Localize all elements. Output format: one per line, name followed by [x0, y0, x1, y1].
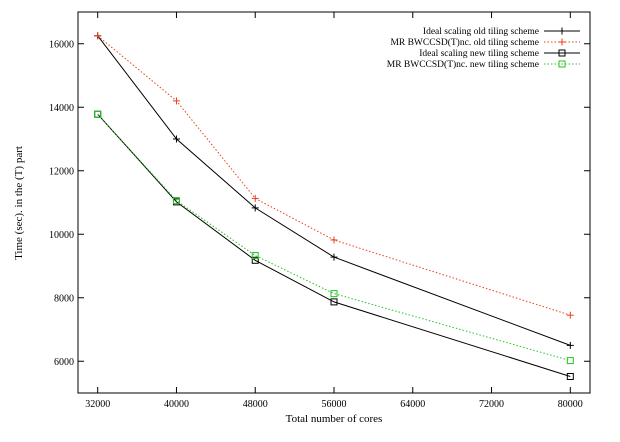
plus-marker: [251, 194, 259, 202]
square-marker: [94, 110, 102, 118]
legend-label: MR BWCCSD(T)nc. new tiling scheme: [387, 59, 539, 70]
square-marker: [251, 256, 259, 264]
y-tick-label: 12000: [49, 166, 74, 177]
series-4: [94, 110, 574, 365]
legend-label: Ideal scaling old tiling scheme: [423, 27, 539, 37]
plus-marker: [172, 97, 180, 105]
plus-marker: [330, 236, 338, 244]
legend-label: MR BWCCSD(T)nc. old tiling scheme: [390, 37, 539, 48]
plus-marker: [251, 204, 259, 212]
x-tick-label: 64000: [400, 399, 425, 410]
x-tick-label: 48000: [243, 399, 268, 410]
plus-marker: [94, 32, 102, 40]
x-tick-label: 32000: [85, 399, 110, 410]
series-layer: [94, 32, 574, 380]
legend-label: Ideal scaling new tiling scheme: [419, 49, 539, 59]
y-tick-label: 10000: [49, 230, 74, 241]
y-tick-label: 6000: [54, 357, 74, 368]
plus-marker: [566, 341, 574, 349]
x-tick-label: 72000: [479, 399, 504, 410]
y-tick-label: 8000: [54, 293, 74, 304]
y-axis-label: Time (sec). in the (T) part: [13, 146, 25, 260]
plus-marker: [330, 253, 338, 261]
y-axis: 6000 8000 10000 12000 14000 16000: [49, 39, 590, 368]
square-marker: [566, 372, 574, 380]
x-tick-label: 40000: [164, 399, 189, 410]
plus-marker: [558, 38, 566, 46]
square-marker: [558, 60, 566, 68]
y-tick-label: 14000: [49, 103, 74, 114]
square-marker: [330, 298, 338, 306]
series-2: [94, 32, 574, 319]
x-tick-label: 80000: [558, 399, 583, 410]
y-tick-label: 16000: [49, 39, 74, 50]
plus-marker: [558, 27, 566, 35]
x-axis: 32000 40000 48000 56000 64000 72000 80000: [85, 12, 583, 410]
square-marker: [330, 290, 338, 298]
series-line: [97, 113, 571, 362]
square-marker: [172, 197, 180, 205]
series-3: [94, 110, 574, 380]
plus-marker: [172, 135, 180, 143]
square-marker: [558, 49, 566, 57]
series-line: [97, 113, 571, 377]
x-tick-label: 56000: [322, 399, 347, 410]
x-axis-label: Total number of cores: [286, 413, 383, 425]
plus-marker: [566, 311, 574, 319]
series-line: [97, 35, 571, 316]
square-marker: [251, 252, 259, 260]
square-marker: [566, 357, 574, 365]
